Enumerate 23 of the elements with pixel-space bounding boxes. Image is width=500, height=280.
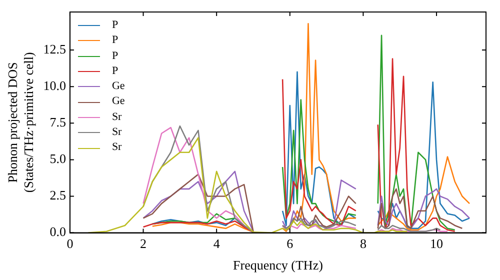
legend-label: P (112, 48, 118, 64)
x-tick-label: 2 (140, 236, 147, 252)
legend-label: P (112, 64, 118, 79)
y-tick-label: 7.5 (50, 114, 66, 130)
y-tick-label: 12.5 (43, 41, 66, 56)
legend-label: Ge (112, 79, 125, 94)
legend-label: Sr (112, 110, 122, 125)
y-tick-label: 0.0 (50, 224, 66, 240)
y-tick-label: 10.0 (43, 78, 66, 93)
legend-label: P (112, 33, 118, 48)
legend-label: Sr (112, 140, 122, 156)
y-tick-label: 2.5 (50, 188, 66, 203)
x-tick-label: 4 (213, 236, 220, 252)
x-tick-label: 8 (360, 236, 366, 252)
x-tick-label: 10 (430, 236, 444, 252)
x-tick-label: 6 (286, 236, 294, 252)
x-axis-title: Frequency (THz) (233, 258, 323, 273)
legend-label: Ge (112, 94, 125, 110)
legend-label: P (112, 18, 118, 33)
x-tick-label: 0 (66, 236, 74, 252)
legend-label: Sr (112, 125, 122, 140)
y-tick-label: 5.0 (50, 151, 66, 166)
y-axis-title: Phonon projected DOS (States/THz·primitive cell) (5, 52, 36, 193)
